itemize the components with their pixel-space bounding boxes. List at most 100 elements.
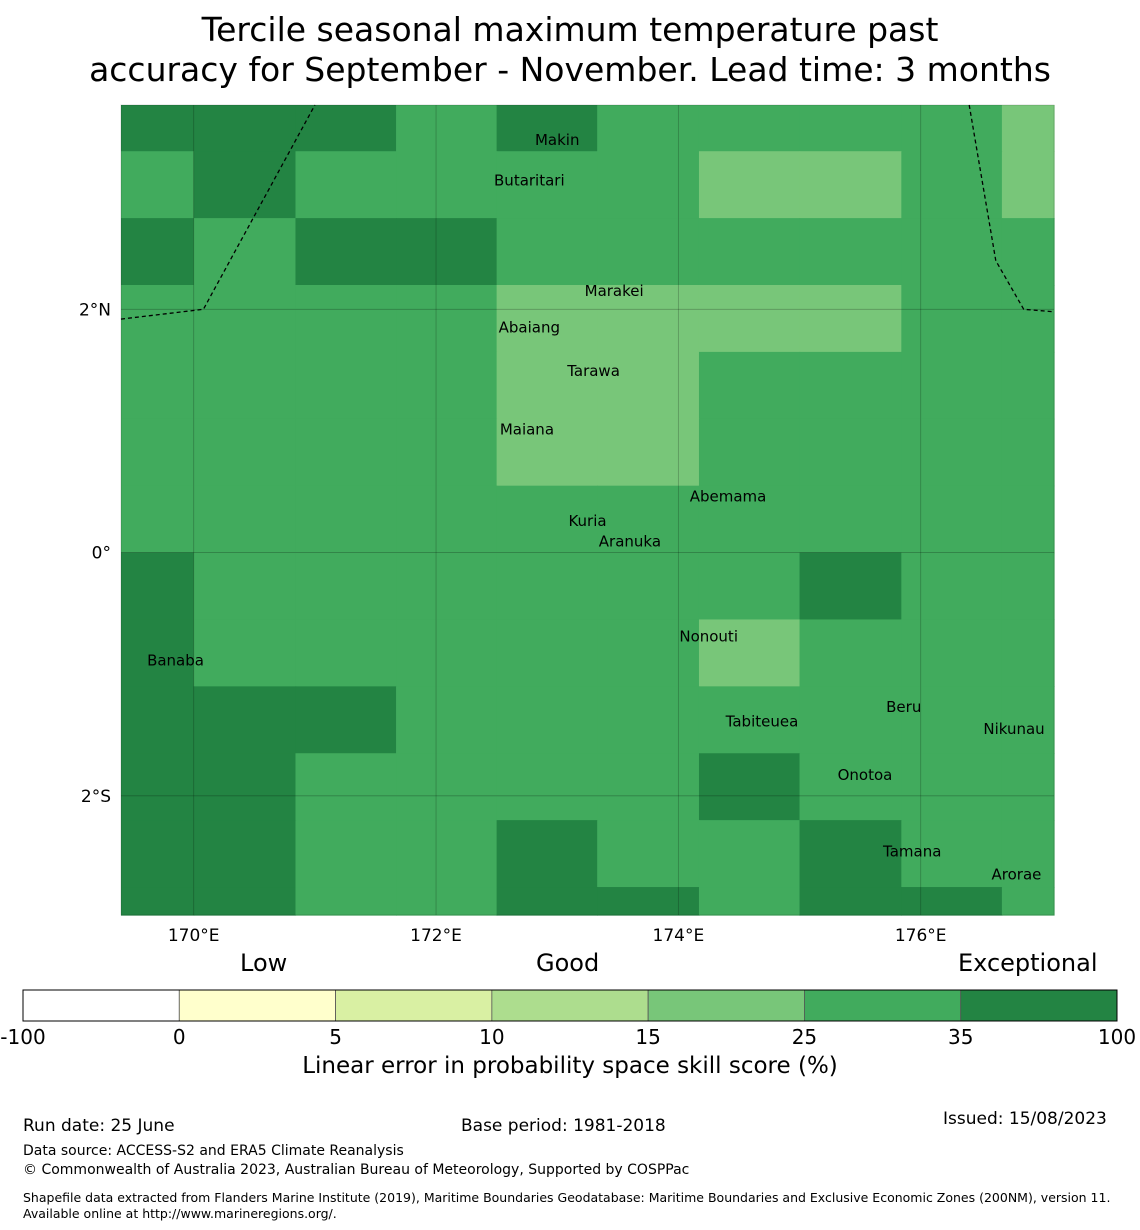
skill-cell [597, 619, 700, 687]
skill-cell [698, 552, 801, 621]
skill-cell [698, 753, 801, 821]
lon-tick-label: 174°E [653, 926, 705, 946]
colorbar-tick-label: 10 [479, 1025, 504, 1049]
skill-cell [121, 753, 195, 821]
colorbar-segment [960, 989, 1118, 1022]
colorbar-tick-label: -100 [0, 1025, 45, 1049]
skill-cell [193, 686, 297, 754]
place-label: Beru [886, 698, 921, 716]
skill-cell [496, 619, 598, 687]
skill-cell [295, 753, 397, 821]
skill-cells [121, 105, 1055, 916]
skill-cell [1001, 351, 1055, 420]
skill-cell [799, 552, 902, 621]
run-date: Run date: 25 June [23, 1116, 175, 1136]
skill-cell [121, 887, 195, 916]
skill-cell [193, 887, 297, 916]
skill-cell [799, 151, 902, 219]
place-label: Kuria [568, 512, 606, 530]
skill-cell [597, 753, 700, 821]
skill-cell [295, 686, 397, 754]
shapefile-credit: Shapefile data extracted from Flanders M… [23, 1190, 1111, 1221]
skill-cell [295, 619, 397, 687]
skill-cell [597, 151, 700, 219]
skill-cell [799, 418, 902, 487]
place-label: Maiana [500, 421, 554, 439]
skill-cell [295, 418, 397, 487]
skill-cell [193, 285, 297, 353]
skill-cell [193, 820, 297, 888]
skill-cell [121, 418, 195, 487]
place-label: Makin [535, 131, 580, 149]
skill-cell [496, 151, 598, 219]
skill-cell [193, 105, 297, 152]
skill-cell [396, 753, 498, 821]
skill-cell [295, 285, 397, 353]
skill-cell [1001, 887, 1055, 916]
skill-cell [901, 285, 1003, 353]
skill-cell [396, 218, 498, 286]
skill-cell [121, 151, 195, 219]
skill-cell [295, 485, 397, 554]
skill-cell [396, 485, 498, 554]
skill-cell [295, 351, 397, 420]
skill-cell [496, 753, 598, 821]
base-period: Base period: 1981-2018 [461, 1116, 666, 1136]
skill-cell [901, 351, 1003, 420]
skill-cell [597, 485, 700, 554]
map-frame [120, 104, 1055, 916]
skill-cell [1001, 105, 1055, 152]
skill-cell [901, 552, 1003, 621]
title-line-2: accuracy for September - November. Lead … [89, 50, 1051, 89]
category-good: Good [536, 949, 600, 977]
colorbar-segment [804, 989, 962, 1022]
colorbar-tick-label: 25 [792, 1025, 817, 1049]
skill-cell [193, 351, 297, 420]
skill-cell [901, 686, 1003, 754]
skill-cell [1001, 552, 1055, 621]
skill-cell [295, 552, 397, 621]
skill-cell [496, 887, 598, 916]
place-label: Tamana [882, 843, 941, 861]
skill-cell [698, 351, 801, 420]
colorbar-segment [22, 989, 180, 1022]
skill-cell [396, 351, 498, 420]
skill-cell [1001, 285, 1055, 353]
skill-cell [1001, 218, 1055, 286]
place-label: Tabiteuea [725, 712, 799, 730]
skill-cell [901, 619, 1003, 687]
graticule [120, 104, 1055, 916]
issued-date: Issued: 15/08/2023 [943, 1109, 1107, 1129]
skill-cell [901, 418, 1003, 487]
skill-cell [698, 151, 801, 219]
skill-cell [597, 218, 700, 286]
skill-cell [1001, 151, 1055, 219]
lat-tick-label: 2°S [81, 787, 111, 807]
category-low: Low [240, 949, 288, 977]
eez-boundaries [120, 104, 1055, 320]
skill-cell [698, 686, 801, 754]
skill-cell [597, 351, 700, 420]
skill-cell [799, 820, 902, 888]
eez-boundary-line [968, 104, 1055, 313]
place-labels: Makin Butaritari Marakei Abaiang Tarawa Maian… [147, 131, 1045, 884]
skill-cell [496, 820, 598, 888]
skill-cell [193, 619, 297, 687]
skill-cell [295, 887, 397, 916]
skill-cell [496, 285, 598, 353]
skill-cell [121, 285, 195, 353]
colorbar-tick-label: 0 [173, 1025, 186, 1049]
skill-cell [799, 285, 902, 353]
eez-boundary-line [120, 104, 316, 320]
place-label: Abaiang [499, 318, 560, 336]
axis-ticks: 170°E 172°E 174°E 176°E 2°N 0° 2°S [79, 300, 947, 946]
skill-cell [193, 418, 297, 487]
skill-cell [597, 820, 700, 888]
skill-cell [496, 351, 598, 420]
skill-cell [496, 418, 598, 487]
colorbar-tick-label: 35 [948, 1025, 973, 1049]
skill-cell [1001, 619, 1055, 687]
skill-cell [698, 105, 801, 152]
skill-cell [295, 820, 397, 888]
